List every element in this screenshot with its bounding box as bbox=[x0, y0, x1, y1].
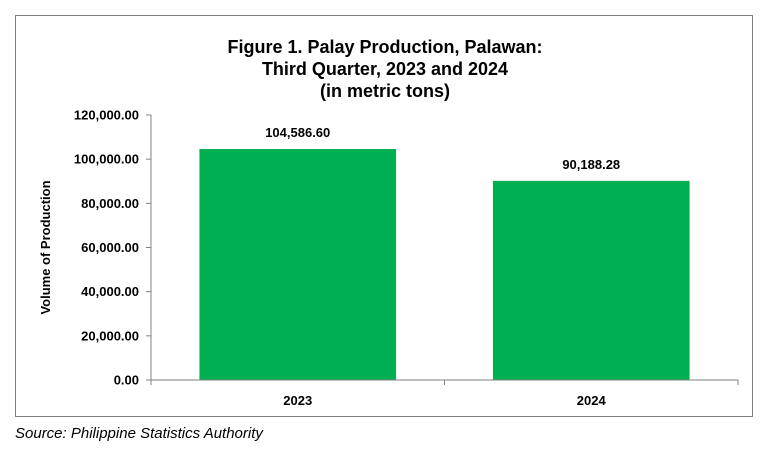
bar bbox=[492, 180, 690, 380]
data-label: 104,586.60 bbox=[265, 125, 330, 140]
x-tick-label: 2023 bbox=[283, 393, 312, 408]
x-tick-label: 2024 bbox=[577, 393, 607, 408]
chart-title-line-3: (in metric tons) bbox=[319, 81, 450, 101]
y-tick-label: 20,000.00 bbox=[81, 328, 139, 343]
chart-title-line-1: Figure 1. Palay Production, Palawan: bbox=[227, 37, 543, 57]
chart-title-line-2: Third Quarter, 2023 and 2024 bbox=[261, 59, 509, 79]
chart-title: Figure 1. Palay Production, Palawan: Thi… bbox=[16, 36, 754, 102]
y-tick-label: 80,000.00 bbox=[81, 196, 139, 211]
y-tick-label: 100,000.00 bbox=[74, 152, 139, 167]
y-tick-label: 40,000.00 bbox=[81, 284, 139, 299]
chart-frame: Figure 1. Palay Production, Palawan: Thi… bbox=[15, 15, 753, 417]
data-label: 90,188.28 bbox=[562, 157, 620, 172]
source-note: Source: Philippine Statistics Authority bbox=[15, 425, 263, 442]
y-tick-label: 60,000.00 bbox=[81, 240, 139, 255]
bar bbox=[199, 149, 397, 380]
y-axis-label: Volume of Production bbox=[38, 180, 53, 314]
y-tick-label: 120,000.00 bbox=[74, 108, 139, 123]
y-tick-label: 0.00 bbox=[114, 373, 139, 388]
plot-area: Volume of Production 0.00 20,000.00 40,000.… bbox=[38, 108, 739, 408]
